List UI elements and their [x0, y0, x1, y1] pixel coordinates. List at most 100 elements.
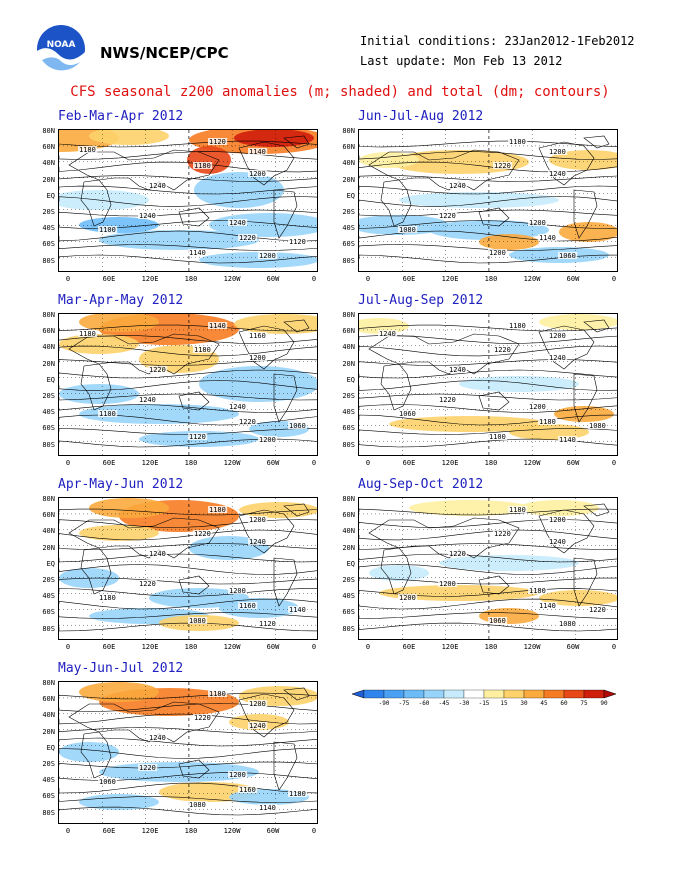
coastline [283, 319, 310, 333]
lon-label: 60E [102, 275, 116, 283]
lon-label: 180 [184, 275, 198, 283]
contour-line [359, 324, 617, 332]
lat-label: 80S [342, 440, 355, 449]
lat-label: 40S [42, 592, 55, 601]
lat-label: 40S [42, 224, 55, 233]
anomaly-shade [439, 555, 579, 571]
contour-label: 1240 [149, 550, 166, 558]
contour-line [359, 393, 617, 401]
contour-line [59, 564, 317, 575]
contour-line [59, 345, 317, 357]
contour-line [359, 588, 617, 597]
lon-label: 0 [311, 459, 317, 467]
lon-label: 120W [223, 827, 241, 835]
contour-label: 1240 [549, 538, 566, 546]
contour-line [59, 748, 317, 759]
lat-label: 80N [42, 127, 55, 135]
contour-line [59, 414, 317, 426]
lon-label: 60E [402, 459, 416, 467]
anomaly-shade [79, 404, 239, 424]
contour-label: 1100 [99, 410, 116, 418]
lat-label: 20N [342, 359, 355, 368]
contour-line [359, 622, 617, 632]
coastline [80, 731, 112, 779]
panel-title: Feb-Mar-Apr 2012 [58, 109, 184, 124]
lon-label: 60W [266, 827, 280, 835]
contour-label: 1160 [239, 786, 256, 794]
lat-label: 80N [342, 127, 355, 135]
initial-conditions: Initial conditions: 23Jan2012-1Feb2012 [360, 34, 635, 48]
contour-label: 1220 [239, 418, 256, 426]
anomaly-map: 1180 1200 1220 1240 1240 1220 1200 1160 1140 1080… [59, 682, 317, 823]
contour-line [59, 335, 317, 344]
map: 1180 1200 1220 1240 1220 1200 1180 1140 1080 1060… [358, 497, 618, 640]
contour-line [359, 209, 617, 217]
lon-label: 60W [266, 275, 280, 283]
contour-line [359, 151, 617, 160]
map: 1140 1160 1180 1200 1220 1240 1240 1220 1200 1120… [58, 313, 318, 456]
lat-label: 60N [42, 143, 55, 152]
contour-label: 1240 [149, 734, 166, 742]
lat-label: 80N [42, 495, 55, 503]
contour-line [359, 230, 617, 242]
panel-title: Aug-Sep-Oct 2012 [358, 477, 484, 492]
contour-label: 1220 [194, 530, 211, 538]
coastline [178, 575, 210, 595]
lat-label: 80S [342, 256, 355, 265]
color-legend: -90 -75 -60 -45 -30 -15 15 30 45 60 75 90 [351, 688, 628, 707]
lat-label: 80N [42, 679, 55, 687]
contour-label: 1220 [439, 396, 456, 404]
lon-label: 180 [184, 459, 198, 467]
lat-label: 40N [42, 343, 55, 352]
contour-label: 1240 [249, 722, 266, 730]
legend-tick: 90 [600, 700, 608, 707]
contour-line [59, 230, 317, 242]
lon-label: 0 [311, 643, 317, 651]
map: 1180 1200 1220 1240 1240 1220 1200 1160 1120 1080… [58, 497, 318, 640]
contour-label: 1080 [589, 422, 606, 430]
contour-label: 1200 [229, 587, 246, 595]
contour-label: 1180 [194, 162, 211, 170]
contour-line [59, 577, 317, 585]
contour-line [59, 713, 317, 725]
contour-line [59, 796, 317, 803]
contour-label: 1120 [289, 238, 306, 246]
coastline [80, 363, 112, 411]
contour-label: 1240 [449, 182, 466, 190]
map: 1180 1200 1220 1240 1240 1220 1200 1140 1060 1200… [358, 129, 618, 272]
anomaly-shade [79, 314, 159, 332]
contour-label: 1060 [289, 422, 306, 430]
legend-tick: 45 [540, 700, 548, 707]
contour-label: 1220 [449, 550, 466, 558]
legend-swatch [523, 689, 545, 699]
lat-label: EQ [46, 375, 55, 384]
legend-tick: -90 [378, 700, 390, 707]
coastline [573, 373, 598, 423]
coastline [68, 701, 220, 743]
contour-label: 1200 [259, 436, 276, 444]
contour-label: 1220 [494, 530, 511, 538]
lat-label: 80S [42, 808, 55, 817]
contour-line [59, 254, 317, 264]
contour-label: 1220 [494, 162, 511, 170]
lat-label: 80S [342, 624, 355, 633]
contour-line [59, 161, 317, 173]
anomaly-shade [389, 416, 549, 432]
lon-label: 120E [441, 459, 459, 467]
contour-label: 1220 [139, 580, 156, 588]
contour-label: 1120 [189, 433, 206, 441]
anomaly-shade [89, 498, 169, 518]
anomaly-map: 1180 1200 1220 1240 1240 1220 1200 1160 1120 1080… [59, 498, 317, 639]
contour-line [59, 404, 317, 413]
contour-line [59, 151, 317, 160]
coastline [478, 391, 510, 411]
lon-label: 120W [523, 643, 541, 651]
anomaly-shade [239, 502, 317, 518]
contour-line [59, 519, 317, 528]
contour-line [59, 393, 317, 401]
contour-label: 1220 [494, 346, 511, 354]
contour-line [59, 806, 317, 816]
coastline [583, 319, 610, 333]
contour-line [59, 737, 317, 747]
lat-label: EQ [346, 559, 355, 568]
